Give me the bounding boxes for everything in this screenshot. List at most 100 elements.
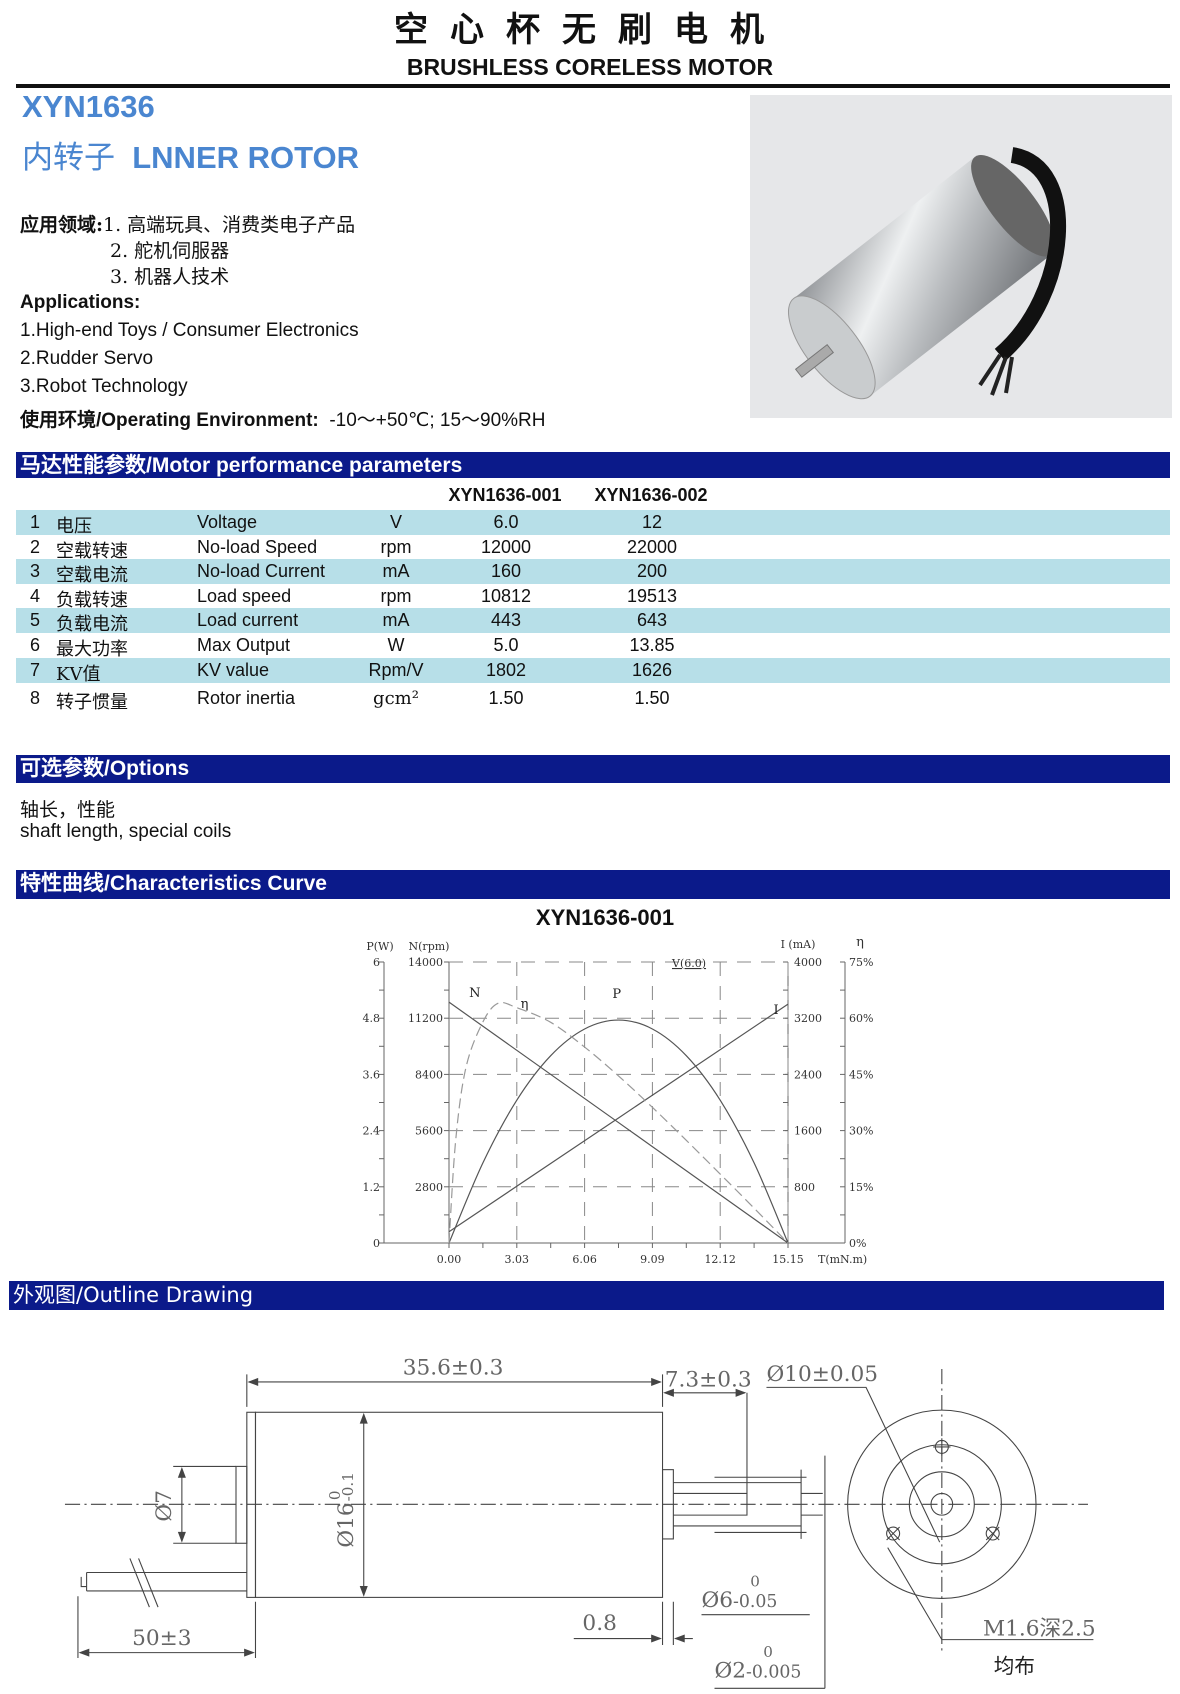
cell-num: 2 bbox=[30, 536, 41, 557]
dim-boss-dia: Ø6-0.05 bbox=[702, 1588, 778, 1613]
dim-rear-dia: Ø7 bbox=[152, 1490, 177, 1522]
y-tick-label-i: 1600 bbox=[794, 1125, 822, 1138]
dimension-lines bbox=[77, 1374, 1094, 1689]
cell-en: No-load Current bbox=[197, 561, 326, 582]
series-line-η bbox=[448, 1001, 789, 1244]
cell-en: Load current bbox=[197, 610, 299, 631]
y-tick-label-n: 8400 bbox=[415, 1068, 443, 1081]
dim-flange: 0.8 bbox=[582, 1611, 616, 1636]
series-label: P bbox=[612, 987, 621, 1002]
y-tick-label-n: 11200 bbox=[408, 1012, 443, 1025]
y-tick-label-p: 6 bbox=[373, 956, 380, 969]
applications-en-item: 2.Rudder Servo bbox=[20, 348, 154, 369]
cell-num: 3 bbox=[30, 561, 41, 582]
operating-environment: 使用环境/Operating Environment: -10～+50℃; 15… bbox=[20, 405, 546, 432]
cell-unit: gcm² bbox=[373, 688, 419, 710]
cell-v2: 19513 bbox=[626, 585, 678, 606]
front-boss bbox=[661, 1469, 674, 1540]
y-tick-label-i: 3200 bbox=[794, 1012, 822, 1025]
cell-cn: KV值 bbox=[56, 663, 101, 685]
header-divider bbox=[16, 84, 1170, 88]
y-tick-label-i: 800 bbox=[794, 1181, 815, 1194]
applications-cn-item: 1. 高端玩具、消费类电子产品 bbox=[103, 214, 356, 236]
cell-v1: 10812 bbox=[480, 585, 532, 606]
dim-body-dia: Ø160-0.1 bbox=[326, 1472, 359, 1547]
section-options: 可选参数/Options bbox=[16, 755, 1170, 783]
body-dia-value: Ø16 bbox=[334, 1502, 359, 1547]
y-tick-label-p: 4.8 bbox=[363, 1012, 381, 1025]
y-tick-label-p: 0 bbox=[373, 1237, 380, 1250]
cell-v2: 22000 bbox=[626, 536, 678, 557]
y-tick-label-eta: 0% bbox=[849, 1237, 866, 1250]
cell-cn: 负载转速 bbox=[56, 589, 128, 611]
env-label: 使用环境/Operating Environment: bbox=[20, 410, 319, 431]
table-row: 4 负载转速 Load speed rpm 10812 19513 bbox=[16, 584, 1170, 611]
cell-unit: W bbox=[387, 635, 405, 655]
cell-cn: 负载电流 bbox=[56, 614, 128, 636]
options-en: shaft length, special coils bbox=[20, 821, 232, 842]
cell-num: 6 bbox=[30, 635, 41, 655]
motor-body bbox=[254, 1411, 664, 1598]
x-tick-label: 15.15 bbox=[772, 1253, 804, 1266]
column-header: XYN1636-002 bbox=[594, 485, 708, 505]
voltage-annotation: V(6.0) bbox=[671, 957, 706, 970]
cell-num: 1 bbox=[30, 512, 41, 532]
cell-unit: mA bbox=[382, 610, 410, 631]
body-tol-upper: 0 bbox=[326, 1491, 344, 1501]
rear-boss bbox=[235, 1465, 248, 1544]
section-outline: 外观图/Outline Drawing bbox=[9, 1281, 1164, 1310]
env-value: -10～+50℃; 15～90%RH bbox=[329, 410, 546, 431]
axis-label-eta: η bbox=[856, 935, 864, 950]
cell-cn: 空载电流 bbox=[56, 565, 128, 587]
y-tick-label-eta: 15% bbox=[849, 1181, 873, 1194]
y-tick-label-eta: 30% bbox=[849, 1125, 873, 1138]
x-tick-label: 12.12 bbox=[704, 1253, 736, 1266]
axis-label-p: P(W) bbox=[366, 940, 393, 953]
rotor-cn: 内转子 bbox=[22, 140, 115, 176]
options-cn: 轴长，性能 bbox=[20, 799, 116, 821]
cell-en: Load speed bbox=[197, 585, 292, 606]
cell-cn: 空载转速 bbox=[56, 540, 128, 562]
title-cn: 空心杯无刷电机 bbox=[394, 10, 786, 50]
dim-shaft-length: 7.3±0.3 bbox=[665, 1367, 752, 1392]
cell-v1: 6.0 bbox=[493, 512, 519, 532]
dim-lead-length: 50±3 bbox=[132, 1626, 191, 1651]
lead-wire bbox=[80, 1571, 247, 1592]
series-label: I bbox=[773, 1003, 778, 1018]
cell-v1: 1.50 bbox=[488, 688, 524, 709]
thread-spec: M1.6深2.5 bbox=[983, 1616, 1096, 1641]
cell-en: KV value bbox=[197, 659, 270, 680]
dim-body-length: 35.6±0.3 bbox=[403, 1355, 504, 1380]
dim-shaft-dia: Ø2-0.005 bbox=[714, 1659, 801, 1684]
cell-num: 7 bbox=[30, 659, 41, 680]
mount-hole bbox=[886, 1526, 901, 1541]
shaft-tol-lower: -0.005 bbox=[746, 1663, 801, 1683]
section-performance: 马达性能参数/Motor performance parameters bbox=[16, 452, 1170, 478]
y-tick-label-n: 14000 bbox=[408, 956, 443, 969]
y-tick-label-eta: 60% bbox=[849, 1012, 873, 1025]
cell-en: No-load Speed bbox=[197, 536, 318, 557]
cell-v2: 13.85 bbox=[629, 635, 675, 655]
cell-num: 4 bbox=[30, 585, 41, 606]
applications-cn-item: 3. 机器人技术 bbox=[110, 266, 230, 288]
rear-cap bbox=[246, 1411, 257, 1598]
boss-tol-upper: 0 bbox=[750, 1573, 760, 1591]
cell-cn: 转子惯量 bbox=[56, 692, 128, 714]
break-mark bbox=[129, 1558, 159, 1608]
cell-v2: 1.50 bbox=[634, 688, 670, 709]
table-row: 7 KV值 KV value Rpm/V 1802 1626 bbox=[16, 657, 1170, 685]
section-curve: 特性曲线/Characteristics Curve bbox=[16, 870, 1170, 899]
boss-tol-lower: -0.05 bbox=[733, 1592, 777, 1612]
characteristics-chart: 0 1.2 2.4 3.6 4.8 6 2800 5600 8400 11200 14000 800 1… bbox=[363, 935, 874, 1266]
x-tick-label: 6.06 bbox=[572, 1253, 597, 1266]
table-row: 3 空载电流 No-load Current mA 160 200 bbox=[16, 559, 1170, 587]
cell-cn: 最大功率 bbox=[56, 639, 128, 660]
cell-cn: 电压 bbox=[56, 516, 92, 537]
x-tick-label: 3.03 bbox=[505, 1253, 530, 1266]
y-tick-label-i: 4000 bbox=[794, 956, 822, 969]
body-tol-lower: -0.1 bbox=[339, 1472, 357, 1501]
axis-label-i: I (mA) bbox=[781, 938, 816, 951]
table-row: 8 转子惯量 Rotor inertia gcm² 1.50 1.50 bbox=[16, 686, 1170, 716]
cell-v2: 12 bbox=[641, 512, 663, 532]
y-tick-label-p: 2.4 bbox=[363, 1125, 381, 1138]
